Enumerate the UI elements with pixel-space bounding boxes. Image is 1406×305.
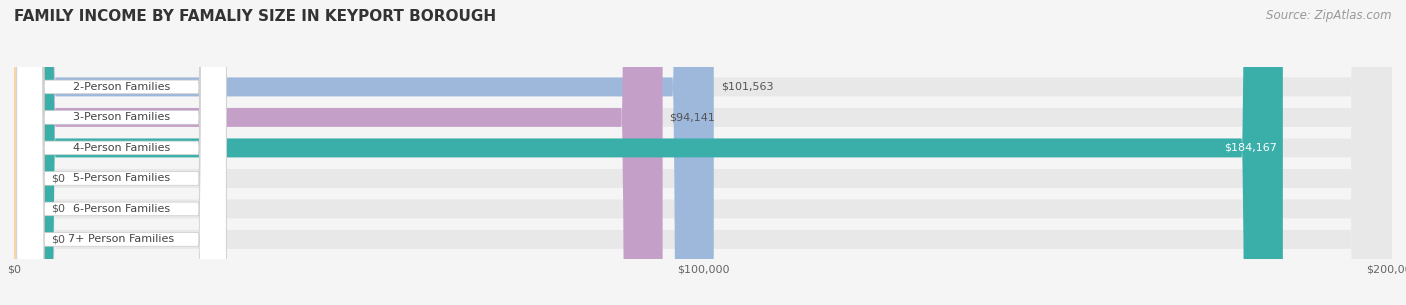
Text: $101,563: $101,563 — [721, 82, 773, 92]
Text: 7+ Person Families: 7+ Person Families — [69, 235, 174, 244]
FancyBboxPatch shape — [14, 0, 1392, 305]
FancyBboxPatch shape — [14, 0, 1392, 305]
Text: 2-Person Families: 2-Person Families — [73, 82, 170, 92]
Text: Source: ZipAtlas.com: Source: ZipAtlas.com — [1267, 9, 1392, 22]
FancyBboxPatch shape — [14, 0, 1282, 305]
Text: 6-Person Families: 6-Person Families — [73, 204, 170, 214]
FancyBboxPatch shape — [14, 0, 1392, 305]
FancyBboxPatch shape — [17, 0, 226, 305]
FancyBboxPatch shape — [14, 0, 1392, 305]
Text: $94,141: $94,141 — [669, 113, 716, 122]
Text: 5-Person Families: 5-Person Families — [73, 174, 170, 183]
FancyBboxPatch shape — [14, 0, 714, 305]
FancyBboxPatch shape — [17, 0, 226, 305]
Text: $184,167: $184,167 — [1225, 143, 1277, 153]
FancyBboxPatch shape — [17, 0, 226, 305]
Text: $0: $0 — [51, 174, 65, 183]
FancyBboxPatch shape — [14, 0, 1392, 305]
FancyBboxPatch shape — [17, 0, 226, 305]
FancyBboxPatch shape — [14, 0, 1392, 305]
FancyBboxPatch shape — [14, 0, 45, 305]
Text: $0: $0 — [51, 204, 65, 214]
Text: 3-Person Families: 3-Person Families — [73, 113, 170, 122]
FancyBboxPatch shape — [14, 0, 45, 305]
FancyBboxPatch shape — [14, 0, 662, 305]
FancyBboxPatch shape — [17, 0, 226, 305]
Text: FAMILY INCOME BY FAMALIY SIZE IN KEYPORT BOROUGH: FAMILY INCOME BY FAMALIY SIZE IN KEYPORT… — [14, 9, 496, 24]
Text: $0: $0 — [51, 235, 65, 244]
Text: 4-Person Families: 4-Person Families — [73, 143, 170, 153]
FancyBboxPatch shape — [17, 0, 226, 305]
FancyBboxPatch shape — [14, 0, 45, 305]
